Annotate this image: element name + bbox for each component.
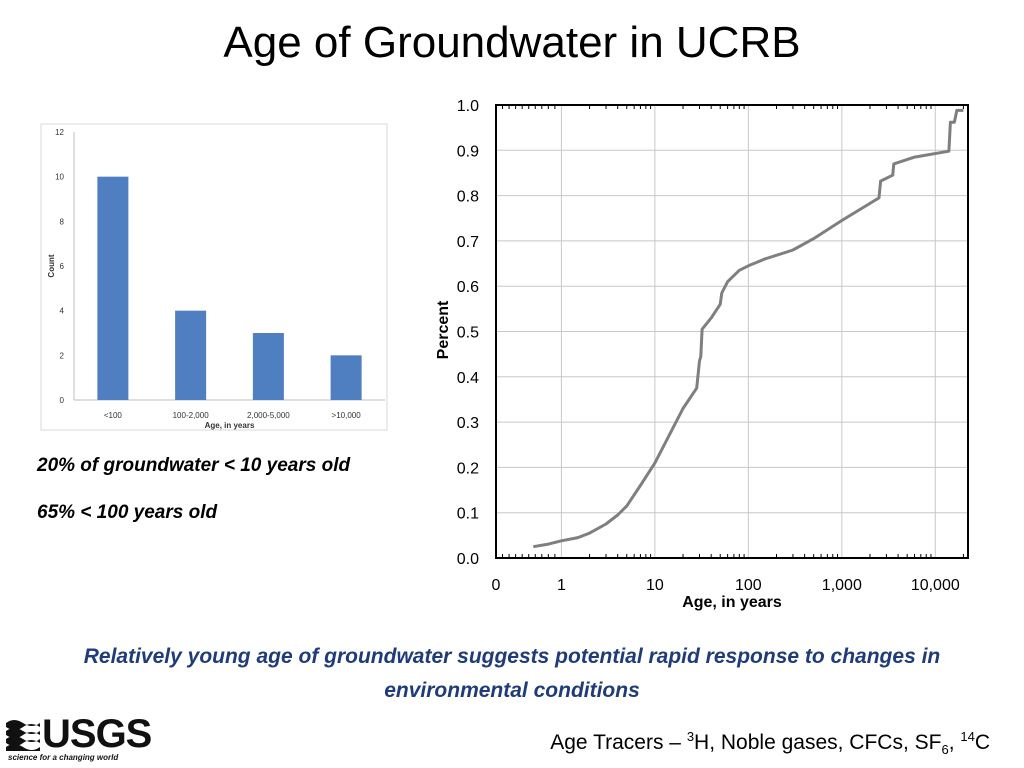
line-y-axis-label: Percent bbox=[435, 300, 452, 359]
usgs-logo: USGS science for a changing world bbox=[6, 712, 152, 765]
line-x-tick-label: 1 bbox=[557, 577, 566, 594]
bar-x-axis-label: Age, in years bbox=[205, 421, 255, 430]
line-y-tick-label: 0.6 bbox=[457, 279, 479, 296]
line-y-tick-label: 0.5 bbox=[457, 325, 479, 342]
note-young-fraction: 20% of groundwater < 10 years old bbox=[37, 455, 351, 476]
tracers-sup-14: 14 bbox=[960, 729, 975, 744]
line-y-tick-label: 0.2 bbox=[457, 460, 479, 477]
bar-chart: 0 2 4 6 8 10 12 <100 100-2,000 2,000-5,000 >10,000… bbox=[40, 123, 388, 431]
age-tracers-footer: Age Tracers – 3H, Noble gases, CFCs, SF6… bbox=[550, 729, 990, 757]
bar-y-tick-label: 0 bbox=[60, 396, 65, 405]
tracers-end: C bbox=[974, 731, 990, 754]
line-y-tick-label: 0.0 bbox=[457, 551, 479, 568]
bar-y-tick-label: 12 bbox=[55, 128, 64, 137]
line-x-axis-label: Age, in years bbox=[682, 594, 782, 611]
usgs-tagline: science for a changing world bbox=[8, 753, 119, 762]
bar-y-axis-label: Count bbox=[47, 254, 56, 277]
bar bbox=[175, 310, 207, 400]
line-y-tick-label: 0.4 bbox=[457, 370, 479, 387]
cumulative-age-chart: 0.0 0.1 0.2 0.3 0.4 0.5 0.6 0.7 0.8 0.9 1.0 0 1 10 100… bbox=[435, 98, 969, 611]
line-y-tick-label: 0.9 bbox=[457, 143, 479, 160]
bar-y-tick-label: 6 bbox=[60, 262, 65, 271]
line-x-tick-label: 10 bbox=[646, 577, 664, 594]
cumulative-age-line bbox=[533, 108, 964, 549]
callout-text: Relatively young age of groundwater sugg… bbox=[83, 645, 941, 702]
line-x-tick-label: 0 bbox=[492, 577, 501, 594]
bar-y-tick-label: 8 bbox=[60, 217, 65, 226]
bar-x-tick-label: 100-2,000 bbox=[173, 411, 210, 420]
note-hundred-years: 65% < 100 years old bbox=[37, 502, 218, 523]
usgs-logo-text: USGS bbox=[42, 712, 152, 756]
bar-y-tick-label: 10 bbox=[55, 173, 64, 182]
tracers-sub-6: 6 bbox=[941, 742, 949, 758]
tracers-comma: , bbox=[948, 731, 961, 754]
bar-x-tick-label: 2,000-5,000 bbox=[247, 411, 290, 420]
usgs-wave-icon bbox=[6, 717, 40, 751]
tracers-prefix: Age Tracers – bbox=[550, 731, 687, 754]
line-plot-frame bbox=[495, 104, 969, 559]
line-x-tick-label: 1,000 bbox=[822, 577, 862, 594]
tracers-sup-3: 3 bbox=[686, 729, 695, 744]
bar bbox=[97, 176, 129, 400]
line-x-tick-label: 100 bbox=[735, 577, 762, 594]
bar-x-tick-label: <100 bbox=[104, 411, 123, 420]
line-y-tick-label: 0.8 bbox=[457, 189, 479, 206]
line-x-tick-label: 10,000 bbox=[911, 577, 960, 594]
tracers-mid: H, Noble gases, CFCs, SF bbox=[694, 731, 942, 754]
line-y-tick-label: 0.1 bbox=[457, 506, 479, 523]
slide-title: Age of Groundwater in UCRB bbox=[223, 18, 801, 67]
line-y-tick-label: 1.0 bbox=[457, 98, 479, 115]
bar-x-tick-label: >10,000 bbox=[332, 411, 362, 420]
bar-y-tick-label: 2 bbox=[60, 351, 65, 360]
line-y-tick-label: 0.3 bbox=[457, 415, 479, 432]
bar bbox=[330, 355, 362, 400]
bar bbox=[252, 333, 284, 400]
bar-y-tick-label: 4 bbox=[60, 307, 65, 316]
line-y-tick-label: 0.7 bbox=[457, 234, 479, 251]
